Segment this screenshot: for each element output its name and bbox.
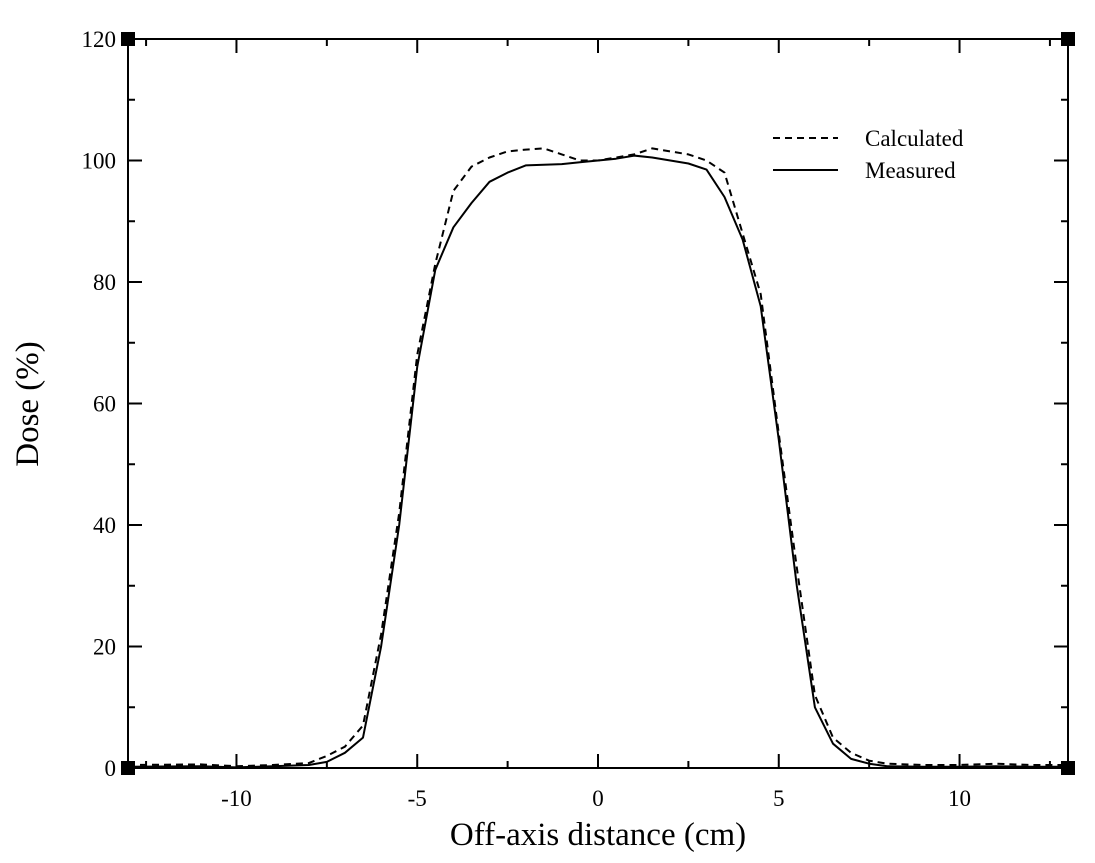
- legend-label-measured: Measured: [865, 158, 956, 183]
- x-tick-label: 5: [773, 786, 785, 811]
- corner-markers: [121, 32, 1075, 775]
- y-tick-label: 60: [93, 392, 116, 417]
- plot-frame: [127, 38, 1069, 769]
- legend: Calculated Measured: [773, 126, 964, 183]
- x-tick-label: -5: [408, 786, 427, 811]
- y-tick-label: 40: [93, 513, 116, 538]
- x-tick-label: -10: [221, 786, 252, 811]
- series-line-calculated: [127, 147, 1068, 768]
- plot-area: [127, 147, 1068, 769]
- corner-marker: [121, 32, 135, 46]
- y-tick-label: 80: [93, 270, 116, 295]
- x-tick-label: 10: [948, 786, 971, 811]
- corner-marker: [1061, 761, 1075, 775]
- y-axis-title: Dose (%): [10, 341, 46, 467]
- y-tick-label: 100: [82, 149, 117, 174]
- corner-marker: [1061, 32, 1075, 46]
- x-tick-label: 0: [592, 786, 604, 811]
- series-line-measured: [127, 154, 1068, 769]
- y-tick-label: 120: [82, 27, 117, 52]
- y-tick-label: 20: [93, 635, 116, 660]
- y-tick-label: 0: [105, 756, 117, 781]
- legend-label-calculated: Calculated: [865, 126, 964, 151]
- corner-marker: [121, 761, 135, 775]
- x-axis-title: Off-axis distance (cm): [450, 817, 746, 853]
